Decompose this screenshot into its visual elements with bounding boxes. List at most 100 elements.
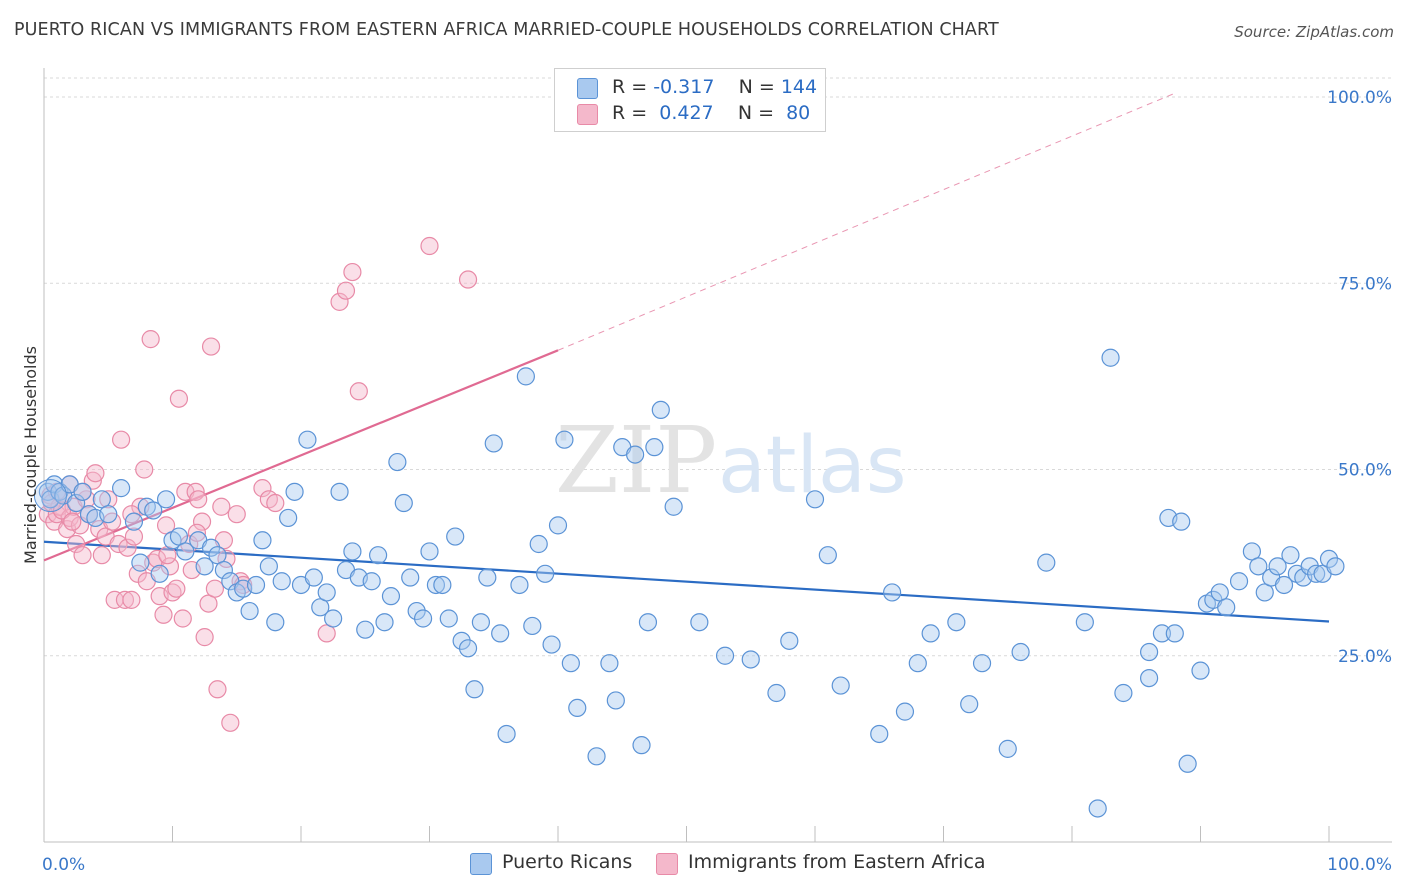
point-puerto-ricans [343, 542, 362, 561]
point-puerto-ricans [439, 609, 458, 628]
legend-n-label: N = [737, 102, 781, 124]
axes [43, 68, 1392, 843]
point-eastern-africa [212, 497, 231, 516]
point-puerto-ricans [458, 639, 478, 658]
point-puerto-ricans [446, 527, 465, 546]
point-eastern-africa [99, 490, 118, 509]
point-puerto-ricans [1011, 642, 1030, 662]
point-puerto-ricans [176, 542, 195, 561]
point-puerto-ricans [304, 568, 323, 587]
point-puerto-ricans [548, 516, 568, 535]
y-tick-label: 100.0% [1327, 88, 1392, 108]
trend-line-puerto-ricans [43, 540, 1330, 623]
point-eastern-africa [86, 464, 105, 483]
point-puerto-ricans [1281, 546, 1300, 565]
point-puerto-ricans [568, 698, 587, 718]
legend-n-label: N = [738, 76, 781, 98]
point-puerto-ricans [279, 508, 298, 528]
point-eastern-africa [67, 534, 86, 554]
point-puerto-ricans [882, 583, 902, 602]
watermark: ZIP atlas [555, 407, 907, 514]
legend-r-value: 0.427 [653, 102, 714, 124]
point-puerto-ricans [542, 635, 561, 654]
legend-label-puerto-ricans: Puerto Ricans [502, 851, 633, 873]
point-puerto-ricans [1037, 553, 1056, 572]
point-puerto-ricans [600, 654, 619, 673]
point-puerto-ricans [529, 534, 548, 554]
point-puerto-ricans [561, 654, 580, 673]
point-puerto-ricans [1165, 624, 1184, 643]
point-puerto-ricans [516, 367, 535, 386]
point-puerto-ricans [638, 613, 658, 632]
point-puerto-ricans [767, 683, 786, 703]
point-puerto-ricans [690, 613, 709, 632]
point-eastern-africa [154, 605, 173, 624]
point-puerto-ricans [1152, 624, 1172, 643]
watermark-zip: ZIP [555, 407, 717, 514]
point-puerto-ricans [1249, 557, 1268, 576]
legend-swatch-blue [470, 853, 492, 875]
point-eastern-africa [187, 523, 207, 542]
legend-swatch-blue [577, 78, 598, 99]
point-puerto-ricans [375, 613, 394, 632]
point-puerto-ricans [715, 646, 735, 665]
point-puerto-ricans [452, 631, 471, 650]
point-puerto-ricans [491, 624, 510, 643]
point-puerto-ricans [1274, 575, 1294, 595]
legend-r-label: R = [612, 102, 654, 124]
point-eastern-africa [52, 501, 72, 520]
series-puerto-ricans [33, 348, 1345, 818]
point-puerto-ricans [478, 568, 497, 587]
point-puerto-ricans [895, 702, 915, 721]
point-puerto-ricans [645, 438, 664, 457]
point-eastern-africa [135, 460, 154, 479]
point-puerto-ricans [33, 479, 67, 513]
legend-swatch-pink [656, 853, 678, 875]
chart-source: Source: ZipAtlas.com [1234, 23, 1394, 41]
point-puerto-ricans [426, 575, 446, 595]
trend-line-eastern-africa [43, 349, 559, 562]
point-puerto-ricans [156, 490, 176, 509]
point-puerto-ricans [960, 695, 979, 714]
point-puerto-ricans [433, 575, 452, 595]
point-eastern-africa [205, 579, 225, 598]
point-eastern-africa [227, 505, 246, 524]
legend-top: R = -0.317 N = 144 R = 0.427 N = 80 [554, 68, 826, 132]
point-puerto-ricans [1307, 564, 1326, 583]
point-eastern-africa [201, 337, 221, 356]
point-puerto-ricans [870, 724, 889, 744]
y-tick-label: 75.0% [1338, 274, 1392, 294]
point-puerto-ricans [388, 452, 407, 472]
point-eastern-africa [343, 262, 362, 282]
point-puerto-ricans [484, 434, 503, 453]
point-puerto-ricans [111, 479, 131, 498]
point-eastern-africa [192, 512, 212, 531]
point-puerto-ricans [285, 482, 304, 501]
point-puerto-ricans [1139, 642, 1159, 662]
point-puerto-ricans [266, 613, 285, 632]
watermark-atlas: atlas [718, 421, 907, 511]
y-axis-label: Married-couple Households [21, 346, 40, 564]
point-puerto-ricans [413, 609, 433, 628]
point-puerto-ricans [831, 676, 850, 695]
point-puerto-ricans [998, 739, 1017, 758]
point-puerto-ricans [523, 616, 542, 636]
point-puerto-ricans [780, 631, 799, 650]
point-eastern-africa [109, 534, 128, 554]
point-eastern-africa [141, 330, 160, 349]
y-tick-label: 50.0% [1338, 461, 1392, 481]
point-puerto-ricans [818, 546, 837, 565]
series-immigrants-eastern-africa [38, 236, 478, 732]
point-puerto-ricans [124, 512, 144, 531]
point-puerto-ricans [1217, 598, 1236, 617]
point-puerto-ricans [401, 568, 420, 587]
point-puerto-ricans [1326, 557, 1345, 576]
point-eastern-africa [208, 680, 227, 699]
point-puerto-ricans [921, 624, 940, 643]
point-puerto-ricans [317, 583, 336, 602]
chart-title: PUERTO RICAN VS IMMIGRANTS FROM EASTERN … [14, 20, 999, 40]
point-puerto-ricans [1114, 683, 1133, 703]
point-puerto-ricans [606, 691, 625, 710]
point-eastern-africa [221, 713, 240, 732]
